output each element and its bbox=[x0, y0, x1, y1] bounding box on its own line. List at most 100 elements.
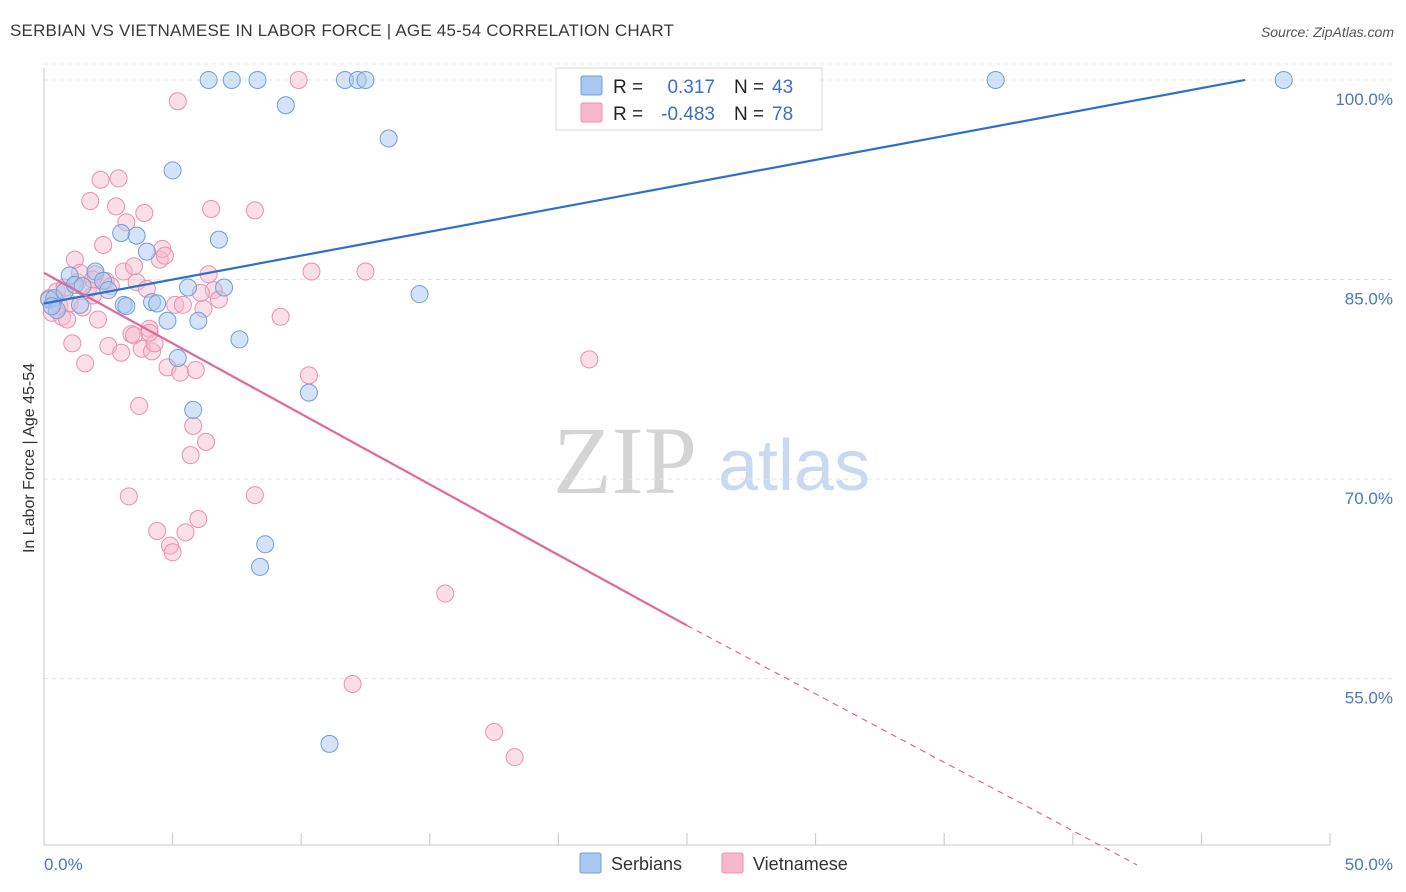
serbians-bottom-swatch bbox=[579, 852, 602, 874]
y-tick-label: 85.0% bbox=[1345, 290, 1393, 309]
serbians-point bbox=[356, 70, 375, 89]
vietnamese-point bbox=[356, 262, 375, 281]
vietnamese-point bbox=[271, 307, 290, 326]
vietnamese-point bbox=[91, 170, 110, 189]
vietnamese-point bbox=[130, 396, 149, 415]
vietnamese-point bbox=[302, 262, 321, 281]
vietnamese-point bbox=[505, 748, 524, 767]
serbians-point bbox=[215, 278, 234, 297]
vietnamese-point bbox=[114, 262, 133, 281]
serbians-point bbox=[189, 311, 208, 330]
serbians-point bbox=[410, 285, 429, 304]
serbians-point bbox=[163, 161, 182, 180]
serbians-point bbox=[1274, 70, 1293, 89]
vietnamese-point bbox=[176, 523, 195, 542]
vietnamese-point bbox=[184, 416, 203, 435]
y-tick-labels: 55.0% 70.0% 85.0% 100.0% bbox=[1335, 90, 1393, 708]
vietnamese-r-value: -0.483 bbox=[661, 104, 715, 125]
serbians-point bbox=[148, 294, 167, 313]
vietnamese-point bbox=[125, 326, 144, 345]
axes bbox=[43, 68, 1331, 846]
vietnamese-point bbox=[155, 246, 174, 265]
vietnamese-point bbox=[76, 354, 95, 373]
vietnamese-point bbox=[245, 486, 264, 505]
vietnamese-point bbox=[168, 92, 187, 111]
vietnamese-r-label: R = bbox=[613, 104, 643, 125]
serbians-point bbox=[73, 277, 92, 296]
gridlines bbox=[44, 63, 1393, 680]
serbians-n-value: 43 bbox=[772, 77, 793, 98]
vietnamese-point bbox=[436, 584, 455, 603]
serbians-point bbox=[320, 734, 339, 753]
vietnamese-point bbox=[89, 310, 108, 329]
watermark-atlas: atlas bbox=[718, 426, 870, 506]
y-axis-label: In Labor Force | Age 45-54 bbox=[21, 363, 38, 553]
serbians-point bbox=[168, 349, 187, 368]
vietnamese-point bbox=[145, 334, 164, 353]
y-tick-label: 100.0% bbox=[1335, 90, 1393, 109]
vietnamese-legend-label: Vietnamese bbox=[753, 854, 848, 874]
vietnamese-point bbox=[81, 192, 100, 211]
vietnamese-point bbox=[289, 70, 308, 89]
vietnamese-point bbox=[485, 722, 504, 741]
serbians-n-label: N = bbox=[734, 77, 764, 98]
serbians-legend-swatch bbox=[580, 75, 603, 96]
vietnamese-bottom-swatch bbox=[721, 852, 744, 874]
vietnamese-point bbox=[299, 366, 318, 385]
vietnamese-point bbox=[181, 446, 200, 465]
serbians-point bbox=[248, 70, 267, 89]
x-tick-label-max: 50.0% bbox=[1345, 855, 1393, 874]
serbians-point bbox=[256, 535, 275, 554]
serbians-point bbox=[112, 223, 131, 242]
vietnamese-point bbox=[202, 200, 221, 219]
vietnamese-point bbox=[135, 204, 154, 223]
serbians-point bbox=[158, 311, 177, 330]
source-credit: Source: ZipAtlas.com bbox=[1260, 24, 1394, 40]
vietnamese-point bbox=[65, 250, 84, 269]
serbians-point bbox=[251, 557, 270, 576]
serbians-legend-label: Serbians bbox=[611, 854, 682, 874]
serbians-point bbox=[299, 383, 318, 402]
serbians-point bbox=[184, 400, 203, 419]
vietnamese-trend-line bbox=[43, 271, 688, 627]
x-tick-label-min: 0.0% bbox=[44, 855, 83, 874]
vietnamese-n-label: N = bbox=[734, 104, 764, 125]
serbians-point bbox=[179, 278, 198, 297]
serbians-point bbox=[117, 297, 136, 316]
vietnamese-point bbox=[107, 197, 126, 216]
serbians-point bbox=[127, 226, 146, 245]
vietnamese-point bbox=[112, 343, 131, 362]
vietnamese-point bbox=[343, 675, 362, 694]
vietnamese-legend-swatch bbox=[580, 102, 603, 123]
serbians-point bbox=[986, 70, 1005, 89]
serbians-point bbox=[230, 330, 249, 349]
y-tick-label: 70.0% bbox=[1345, 489, 1393, 508]
vietnamese-point bbox=[245, 201, 264, 220]
serbians-trend-line bbox=[43, 78, 1246, 305]
vietnamese-point bbox=[94, 235, 113, 254]
vietnamese-point bbox=[197, 432, 216, 451]
vietnamese-point bbox=[109, 169, 128, 188]
stats-legend: R = 0.317 N = 43 R = -0.483 N = 78 bbox=[555, 67, 823, 131]
serbians-point bbox=[209, 230, 228, 249]
vietnamese-points bbox=[40, 70, 599, 767]
chart-title: SERBIAN VS VIETNAMESE IN LABOR FORCE | A… bbox=[10, 21, 675, 40]
y-tick-label: 55.0% bbox=[1345, 689, 1393, 708]
vietnamese-point bbox=[189, 510, 208, 529]
serbians-point bbox=[199, 70, 218, 89]
vietnamese-point bbox=[171, 363, 190, 382]
watermark-zip: ZIP bbox=[553, 407, 697, 514]
x-tick-labels: 0.0% 50.0% bbox=[44, 855, 1393, 874]
vietnamese-point bbox=[63, 334, 82, 353]
vietnamese-point bbox=[148, 522, 167, 540]
serbians-r-value: 0.317 bbox=[667, 77, 715, 98]
vietnamese-point bbox=[580, 350, 599, 369]
series-legend: Serbians Vietnamese bbox=[579, 852, 848, 874]
vietnamese-point bbox=[166, 295, 185, 314]
vietnamese-point bbox=[173, 295, 192, 314]
vietnamese-point bbox=[119, 487, 138, 506]
vietnamese-point bbox=[186, 361, 205, 380]
vietnamese-point bbox=[163, 543, 182, 562]
trend-lines bbox=[43, 78, 1246, 866]
